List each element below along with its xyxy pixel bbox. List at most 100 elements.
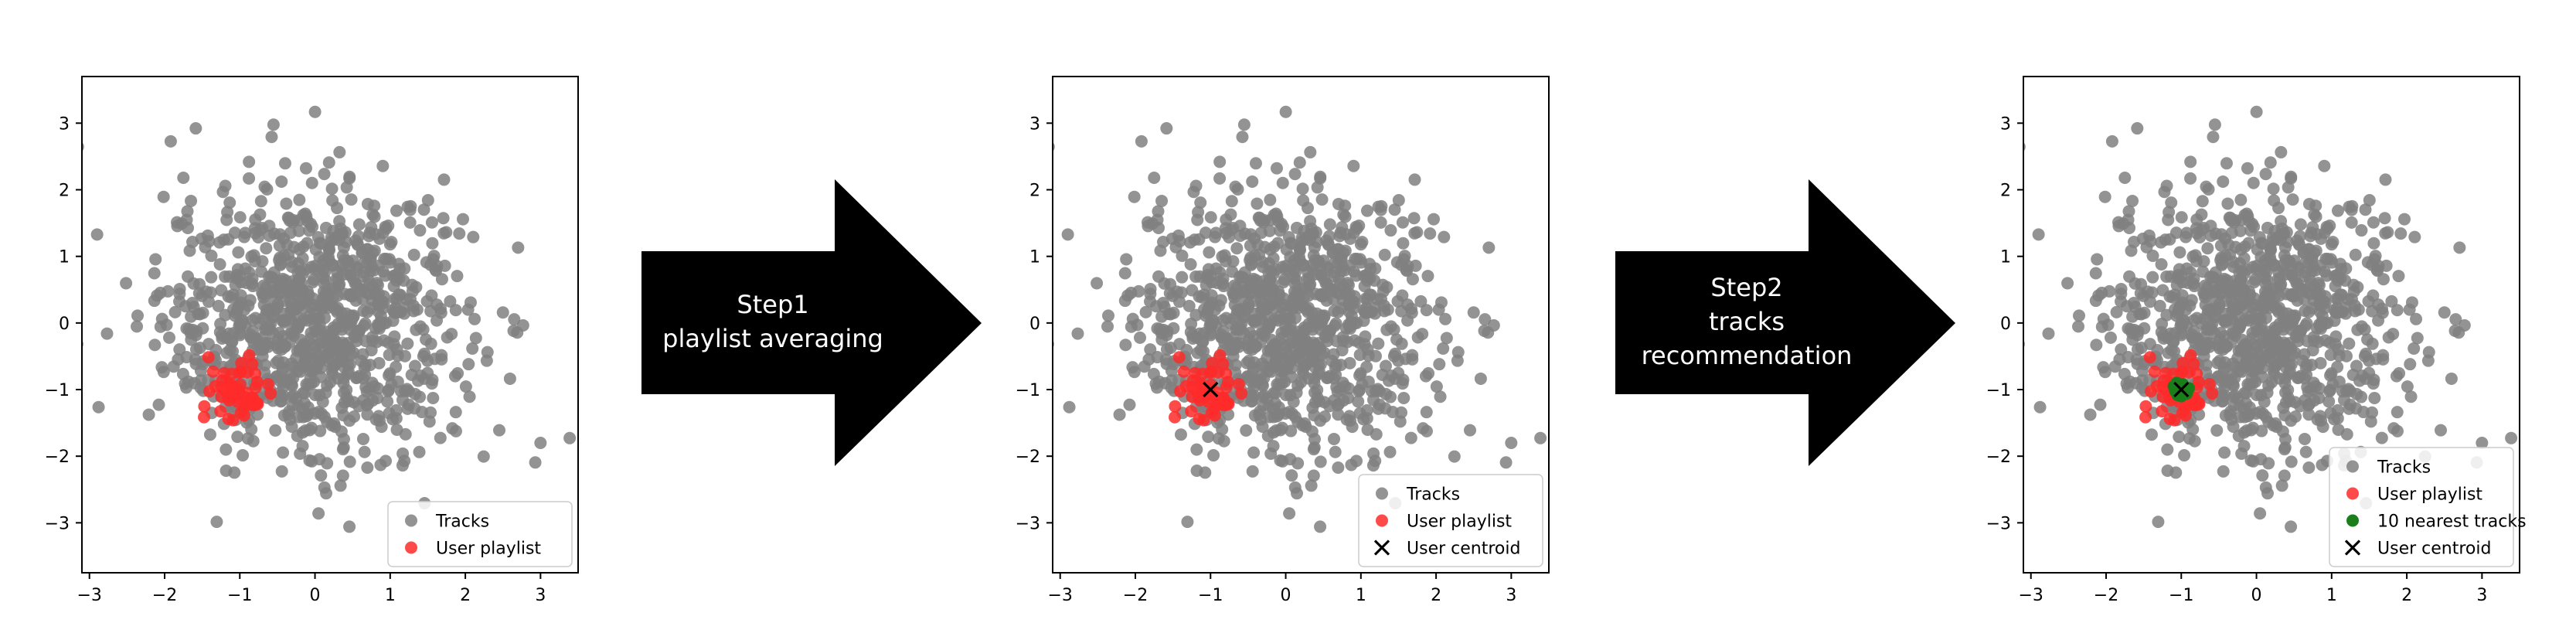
tracks-point (318, 481, 331, 494)
tracks-point (2115, 343, 2128, 356)
tracks-point (2217, 175, 2230, 188)
tracks-point (251, 408, 264, 421)
tracks-point (278, 340, 291, 353)
tracks-point (244, 329, 257, 342)
tracks-point (449, 406, 462, 419)
tracks-point (267, 118, 280, 131)
tracks-point (2367, 237, 2380, 250)
legend-marker-playlist (2346, 487, 2359, 500)
tracks-point (2267, 182, 2280, 196)
tracks-point (1353, 253, 1366, 266)
tracks-point (148, 267, 161, 280)
tracks-point (1252, 373, 1265, 386)
points-layer (1053, 105, 1547, 533)
tracks-point (2445, 372, 2458, 385)
tracks-point (255, 265, 268, 278)
tracks-point (1367, 447, 1380, 460)
tracks-point (2261, 349, 2275, 362)
tracks-point (425, 216, 438, 229)
tracks-point (293, 193, 306, 206)
tracks-point (403, 293, 417, 306)
x-tick-label: 1 (385, 586, 396, 605)
tracks-point (2126, 194, 2139, 207)
tracks-point (1268, 410, 1281, 424)
x-tick-label: 2 (460, 586, 471, 605)
tracks-point (1336, 331, 1349, 344)
tracks-point (1123, 398, 1136, 411)
tracks-point (2262, 379, 2275, 392)
x-tick-label: 3 (535, 586, 546, 605)
tracks-point (453, 227, 466, 240)
tracks-point (364, 253, 377, 266)
tracks-point (2153, 299, 2166, 312)
tracks-point (1359, 330, 1372, 343)
tracks-point (408, 359, 421, 373)
tracks-point (1264, 343, 1277, 356)
tracks-point (412, 374, 424, 387)
tracks-point (1185, 318, 1198, 331)
tracks-point (219, 465, 233, 478)
tracks-point (299, 162, 312, 175)
tracks-point (1323, 218, 1336, 231)
tracks-point (373, 259, 386, 272)
tracks-point (297, 386, 310, 400)
tracks-point (1279, 358, 1292, 371)
tracks-point (2391, 406, 2404, 419)
tracks-point (222, 233, 235, 246)
tracks-point (305, 260, 318, 274)
tracks-point (1345, 458, 1358, 471)
tracks-point (1230, 242, 1244, 255)
tracks-point (227, 327, 240, 340)
tracks-point (381, 395, 394, 408)
tracks-point (1254, 405, 1267, 418)
tracks-point (1305, 346, 1319, 359)
tracks-point (2381, 226, 2394, 239)
tracks-point (1155, 310, 1169, 323)
tracks-point (1336, 344, 1349, 357)
legend-label-tracks: Tracks (435, 512, 489, 532)
tracks-point (1276, 454, 1289, 468)
tracks-point (1118, 267, 1131, 280)
tracks-point (345, 315, 358, 328)
tracks-point (508, 313, 521, 326)
tracks-point (2033, 400, 2047, 414)
tracks-point (2367, 377, 2380, 390)
tracks-point (2184, 266, 2197, 279)
axes-frame (81, 76, 579, 574)
tracks-point (1326, 245, 1339, 258)
tracks-point (2215, 228, 2228, 241)
tracks-point (1348, 296, 1361, 309)
tracks-point (269, 424, 282, 437)
playlist-point (206, 365, 219, 378)
tracks-point (2245, 372, 2258, 385)
tracks-point (1404, 431, 1417, 444)
tracks-point (2250, 388, 2263, 401)
tracks-point (2218, 446, 2231, 459)
tracks-point (1321, 335, 1334, 348)
tracks-point (2293, 325, 2306, 338)
tracks-point (1401, 314, 1414, 327)
tracks-point (177, 171, 190, 184)
tracks-point (223, 196, 237, 209)
tracks-point (437, 173, 451, 186)
tracks-point (285, 420, 298, 433)
tracks-point (2155, 258, 2168, 271)
tracks-point (1149, 300, 1162, 313)
tracks-point (286, 216, 299, 229)
tracks-point (162, 284, 175, 298)
playlist-point (214, 405, 227, 418)
tracks-point (2248, 273, 2261, 286)
tracks-point (2246, 260, 2259, 274)
tracks-point (424, 406, 437, 419)
tracks-point (2257, 407, 2270, 420)
tracks-point (1296, 182, 1309, 196)
tracks-point (2254, 507, 2267, 520)
tracks-point (2318, 159, 2331, 172)
tracks-point (2098, 190, 2112, 203)
tracks-point (2438, 306, 2451, 319)
tracks-point (459, 380, 472, 393)
tracks-point (2314, 356, 2327, 369)
tracks-point (1433, 358, 1446, 371)
tracks-point (2169, 327, 2182, 340)
playlist-point (264, 387, 277, 400)
